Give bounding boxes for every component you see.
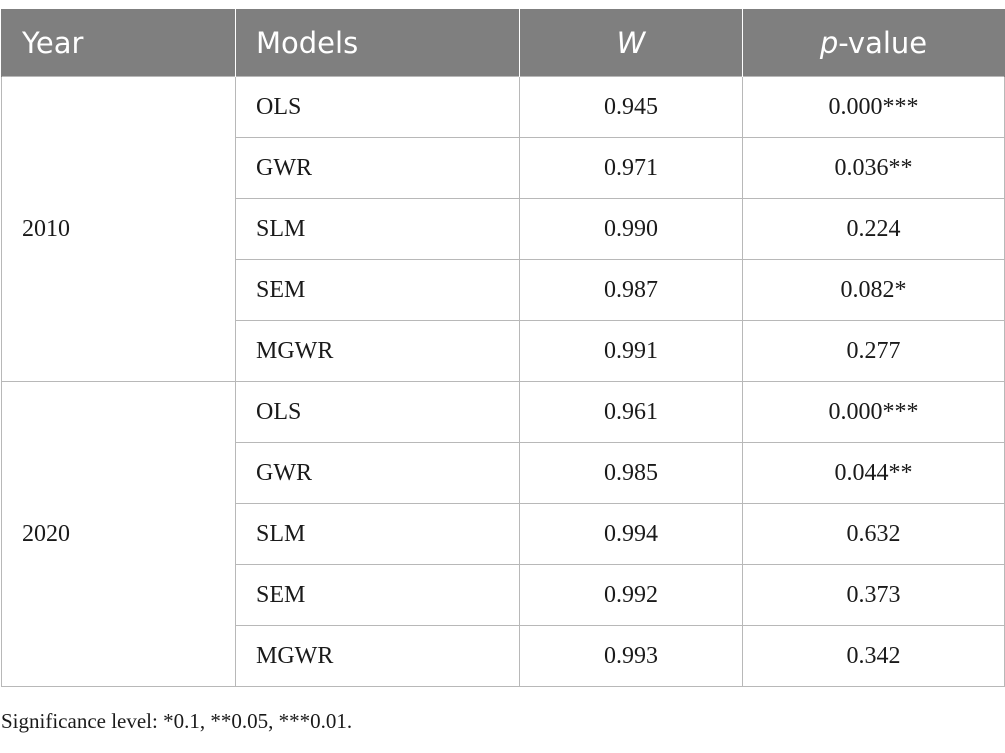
table-row: 2010 OLS 0.945 0.000*** (1, 76, 1005, 382)
header-p-rest: -value (838, 25, 928, 60)
results-table-container: Year Models W p-value 2010 OLS 0.945 0.0… (0, 9, 1005, 687)
table-row: MGWR 0.993 0.342 (2, 625, 1005, 687)
year-cell: 2020 (1, 381, 236, 687)
w-cell: 0.991 (519, 320, 743, 382)
table-header-row: Year Models W p-value (1, 9, 1005, 77)
p-value-cell: 0.373 (742, 564, 1005, 626)
header-w-label: W (616, 25, 646, 60)
model-cell: SEM (235, 259, 520, 321)
table-row: SLM 0.994 0.632 (2, 503, 1005, 565)
w-cell: 0.961 (519, 381, 743, 443)
model-cell: OLS (235, 381, 520, 443)
model-cell: MGWR (235, 320, 520, 382)
header-w: W (519, 9, 743, 77)
w-cell: 0.994 (519, 503, 743, 565)
w-cell: 0.993 (519, 625, 743, 687)
results-table: Year Models W p-value 2010 OLS 0.945 0.0… (1, 9, 1005, 687)
header-p-italic: p (819, 25, 839, 60)
table-row: 2020 OLS 0.961 0.000*** (1, 381, 1005, 687)
table-row: GWR 0.971 0.036** (2, 137, 1005, 199)
table-row: GWR 0.985 0.044** (2, 442, 1005, 504)
header-year: Year (1, 9, 236, 77)
p-value-cell: 0.277 (742, 320, 1005, 382)
p-value-cell: 0.000*** (742, 76, 1005, 138)
table-footnote: Significance level: *0.1, **0.05, ***0.0… (1, 709, 353, 733)
p-value-cell: 0.632 (742, 503, 1005, 565)
table-row: MGWR 0.991 0.277 (2, 320, 1005, 382)
model-cell: SLM (235, 503, 520, 565)
w-cell: 0.987 (519, 259, 743, 321)
model-cell: SLM (235, 198, 520, 260)
p-value-cell: 0.000*** (742, 381, 1005, 443)
model-cell: GWR (235, 137, 520, 199)
w-cell: 0.992 (519, 564, 743, 626)
p-value-cell: 0.036** (742, 137, 1005, 199)
model-cell: OLS (235, 76, 520, 138)
model-cell: MGWR (235, 625, 520, 687)
p-value-cell: 0.044** (742, 442, 1005, 504)
header-p-value: p-value (742, 9, 1005, 77)
w-cell: 0.971 (519, 137, 743, 199)
model-cell: SEM (235, 564, 520, 626)
header-models: Models (235, 9, 520, 77)
p-value-cell: 0.342 (742, 625, 1005, 687)
w-cell: 0.945 (519, 76, 743, 138)
table-row: SEM 0.992 0.373 (2, 564, 1005, 626)
model-cell: GWR (235, 442, 520, 504)
w-cell: 0.990 (519, 198, 743, 260)
year-cell: 2010 (1, 76, 236, 382)
w-cell: 0.985 (519, 442, 743, 504)
p-value-cell: 0.082* (742, 259, 1005, 321)
p-value-cell: 0.224 (742, 198, 1005, 260)
